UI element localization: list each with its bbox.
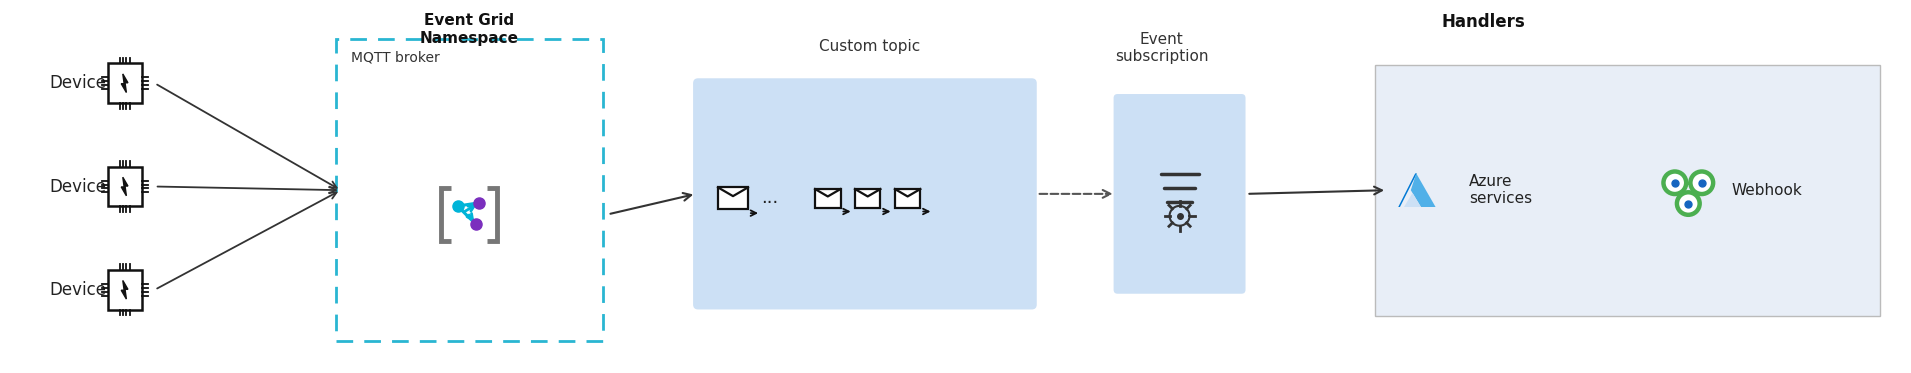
Polygon shape bbox=[1410, 173, 1435, 207]
Bar bbox=[1376, 65, 1880, 316]
Polygon shape bbox=[120, 280, 128, 299]
Polygon shape bbox=[120, 177, 128, 196]
FancyBboxPatch shape bbox=[1114, 94, 1246, 294]
Text: Device: Device bbox=[50, 178, 107, 195]
FancyBboxPatch shape bbox=[694, 78, 1038, 310]
Circle shape bbox=[1691, 172, 1712, 194]
Polygon shape bbox=[1399, 173, 1416, 207]
Text: ...: ... bbox=[761, 189, 778, 207]
Bar bbox=[107, 167, 141, 206]
Text: Event Grid
Namespace: Event Grid Namespace bbox=[420, 13, 518, 46]
Text: Handlers: Handlers bbox=[1441, 13, 1525, 31]
Bar bbox=[854, 189, 881, 207]
Bar bbox=[107, 63, 141, 103]
Bar bbox=[107, 270, 141, 310]
Text: Webhook: Webhook bbox=[1731, 183, 1802, 198]
Text: Device: Device bbox=[50, 74, 107, 92]
Text: Custom topic: Custom topic bbox=[820, 39, 921, 54]
Polygon shape bbox=[120, 74, 128, 93]
Bar bbox=[336, 39, 602, 341]
Circle shape bbox=[1678, 192, 1699, 215]
Bar bbox=[719, 187, 747, 209]
Bar bbox=[894, 189, 921, 207]
Text: Event
subscription: Event subscription bbox=[1114, 32, 1208, 64]
Circle shape bbox=[1663, 172, 1686, 194]
Text: Device: Device bbox=[50, 281, 107, 299]
Text: Azure
services: Azure services bbox=[1470, 174, 1533, 206]
Bar bbox=[816, 189, 841, 207]
Polygon shape bbox=[1405, 193, 1422, 207]
Text: MQTT broker: MQTT broker bbox=[352, 50, 440, 65]
